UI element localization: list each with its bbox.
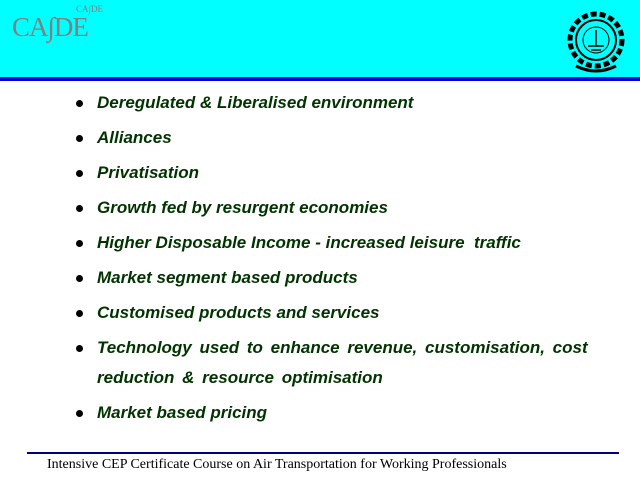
bullet-icon bbox=[76, 170, 83, 177]
bullet-icon bbox=[76, 135, 83, 142]
list-item: Customised products and services bbox=[76, 298, 636, 328]
bullet-icon bbox=[76, 345, 83, 352]
bullet-icon bbox=[76, 240, 83, 247]
bullet-text: Privatisation bbox=[97, 163, 200, 182]
bullet-icon bbox=[76, 310, 83, 317]
bullet-list: Deregulated & Liberalised environment Al… bbox=[76, 88, 636, 433]
bullet-text: Market segment based products bbox=[97, 268, 358, 287]
slide-header: CA∫DE CA∫DE bbox=[0, 0, 640, 77]
footer-divider bbox=[27, 452, 619, 454]
bullet-text: Deregulated & Liberalised environment bbox=[97, 93, 414, 112]
bullet-icon bbox=[76, 410, 83, 417]
list-item: Market based pricing bbox=[76, 398, 636, 428]
footer-text: Intensive CEP Certificate Course on Air … bbox=[47, 457, 507, 472]
institute-emblem-icon bbox=[567, 11, 625, 73]
list-item: Privatisation bbox=[76, 158, 636, 188]
list-item: Market segment based products bbox=[76, 263, 636, 293]
bullet-text: Higher Disposable Income - increased lei… bbox=[97, 233, 521, 252]
header-divider bbox=[0, 77, 640, 81]
logo-small-text: CA∫DE bbox=[76, 4, 103, 14]
list-item: Higher Disposable Income - increased lei… bbox=[76, 228, 636, 258]
list-item: Technology used to enhance revenue, cust… bbox=[76, 333, 607, 393]
bullet-text: Alliances bbox=[97, 128, 172, 147]
bullet-icon bbox=[76, 100, 83, 107]
list-item: Deregulated & Liberalised environment bbox=[76, 88, 636, 118]
bullet-text: Growth fed by resurgent economies bbox=[97, 198, 388, 217]
bullet-text: Technology used to enhance revenue, cust… bbox=[97, 338, 588, 387]
bullet-icon bbox=[76, 275, 83, 282]
bullet-icon bbox=[76, 205, 83, 212]
list-item: Alliances bbox=[76, 123, 636, 153]
logo-text: CA∫DE bbox=[12, 12, 89, 42]
list-item: Growth fed by resurgent economies bbox=[76, 193, 636, 223]
bullet-text: Customised products and services bbox=[97, 303, 380, 322]
bullet-text: Market based pricing bbox=[97, 403, 268, 422]
